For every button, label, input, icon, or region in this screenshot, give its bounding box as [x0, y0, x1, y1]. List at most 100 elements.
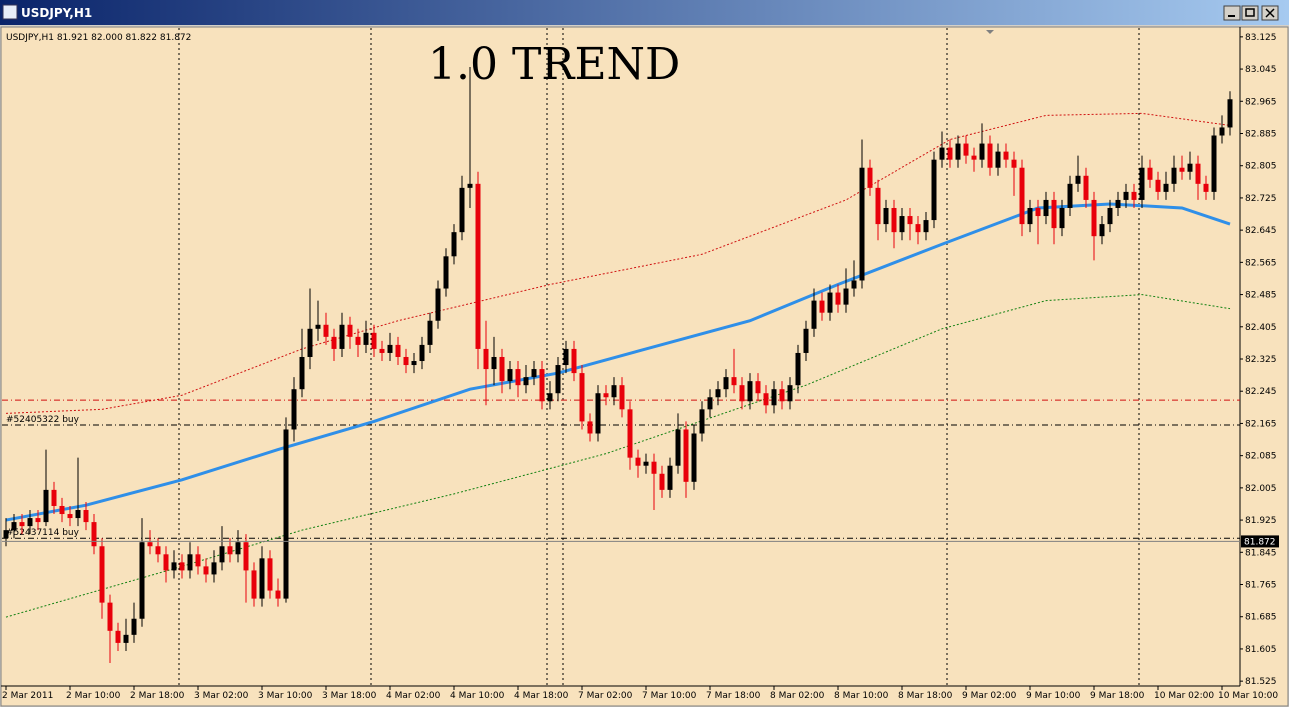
- y-tick-label: 82.325: [1245, 355, 1277, 365]
- window-buttons[interactable]: [1223, 5, 1279, 21]
- shift-marker: [986, 30, 994, 34]
- candle-body: [1091, 199, 1097, 237]
- candle-body: [1155, 179, 1161, 192]
- candle-body: [1203, 183, 1209, 192]
- candle-body: [403, 356, 409, 366]
- candle-body: [851, 280, 857, 289]
- candle-body: [1163, 183, 1169, 192]
- candle-body: [59, 505, 65, 515]
- y-tick-label: 82.565: [1245, 258, 1277, 268]
- candle-body: [131, 618, 137, 635]
- candle-body: [691, 433, 697, 482]
- x-tick-label: 4 Mar 10:00: [450, 691, 505, 701]
- y-tick-label: 82.805: [1245, 162, 1277, 172]
- y-tick-label: 81.765: [1245, 581, 1277, 591]
- candle-body: [907, 216, 913, 225]
- candle-body: [1075, 175, 1081, 184]
- y-tick-label: 82.245: [1245, 387, 1277, 397]
- title-bar: [0, 0, 1289, 25]
- candle-body: [99, 546, 105, 603]
- candle-body: [883, 207, 889, 225]
- y-tick-label: 83.045: [1245, 65, 1277, 75]
- candle-body: [1027, 207, 1033, 225]
- candle-body: [339, 324, 345, 349]
- candle-body: [195, 554, 201, 567]
- candle-body: [979, 143, 985, 160]
- candle-body: [1099, 224, 1105, 237]
- candle-body: [827, 292, 833, 313]
- candle-body: [563, 348, 569, 366]
- candle-body: [115, 630, 121, 643]
- x-tick-label: 3 Mar 18:00: [322, 691, 377, 701]
- candle-body: [67, 514, 73, 519]
- y-tick-label: 81.925: [1245, 516, 1277, 526]
- minimize-button[interactable]: [1223, 5, 1241, 21]
- candle-body: [1131, 191, 1137, 200]
- candle-body: [603, 393, 609, 398]
- candle-body: [1195, 163, 1201, 184]
- x-tick-label: 3 Mar 02:00: [194, 691, 249, 701]
- candle-body: [363, 332, 369, 345]
- candle-body: [523, 377, 529, 386]
- close-glyph: [1265, 8, 1275, 18]
- candle-body: [699, 409, 705, 434]
- y-tick-label: 82.085: [1245, 452, 1277, 462]
- x-tick-label: 8 Mar 10:00: [834, 691, 889, 701]
- candle-body: [819, 300, 825, 313]
- bid-box: [1241, 535, 1279, 548]
- candle-body: [931, 159, 937, 221]
- candle-body: [83, 510, 89, 523]
- candle-body: [1011, 159, 1017, 168]
- candle-body: [683, 429, 689, 482]
- x-tick-label: 8 Mar 18:00: [898, 691, 953, 701]
- candle-body: [595, 393, 601, 434]
- candle-body: [315, 324, 321, 329]
- candle-body: [467, 183, 473, 188]
- candle-body: [203, 566, 209, 575]
- candle-body: [1035, 207, 1041, 217]
- candle-body: [707, 397, 713, 410]
- candle-body: [611, 385, 617, 398]
- x-tick-label: 8 Mar 02:00: [770, 691, 825, 701]
- candle-body: [1003, 151, 1009, 160]
- candle-body: [963, 143, 969, 156]
- candle-body: [1059, 207, 1065, 229]
- x-tick-label: 3 Mar 10:00: [258, 691, 313, 701]
- candle-body: [803, 328, 809, 353]
- candle-body: [483, 348, 489, 370]
- candle-body: [539, 369, 545, 402]
- candle-body: [171, 562, 177, 571]
- candle-body: [1107, 207, 1113, 225]
- candle-body: [235, 542, 241, 555]
- x-tick-label: 9 Mar 18:00: [1090, 691, 1145, 701]
- candle-body: [627, 409, 633, 458]
- y-tick-label: 82.165: [1245, 419, 1277, 429]
- order-label: #52405322 buy: [6, 415, 80, 425]
- y-tick-label: 81.525: [1245, 677, 1277, 687]
- symbol-info: USDJPY,H1 81.921 82.000 81.822 81.872: [6, 33, 191, 43]
- maximize-button[interactable]: [1241, 5, 1259, 21]
- candle-body: [43, 489, 49, 523]
- window-title: USDJPY,H1: [21, 6, 92, 20]
- candle-body: [915, 224, 921, 233]
- y-tick-label: 82.645: [1245, 226, 1277, 236]
- candle-body: [515, 369, 521, 386]
- candle-body: [147, 542, 153, 547]
- candle-body: [787, 385, 793, 402]
- candle-body: [971, 155, 977, 160]
- candle-body: [867, 167, 873, 188]
- candle-body: [811, 300, 817, 329]
- candle-body: [123, 634, 129, 643]
- candle-body: [451, 232, 457, 257]
- candle-body: [427, 320, 433, 345]
- candle-body: [1171, 167, 1177, 184]
- candle-body: [107, 602, 113, 631]
- candle-body: [307, 328, 313, 357]
- candle-body: [227, 546, 233, 555]
- candle-body: [283, 429, 289, 599]
- candle-body: [1227, 99, 1233, 128]
- indicator-line: [5, 294, 1231, 618]
- candle-body: [771, 389, 777, 406]
- candle-body: [987, 143, 993, 168]
- candle-body: [259, 558, 265, 599]
